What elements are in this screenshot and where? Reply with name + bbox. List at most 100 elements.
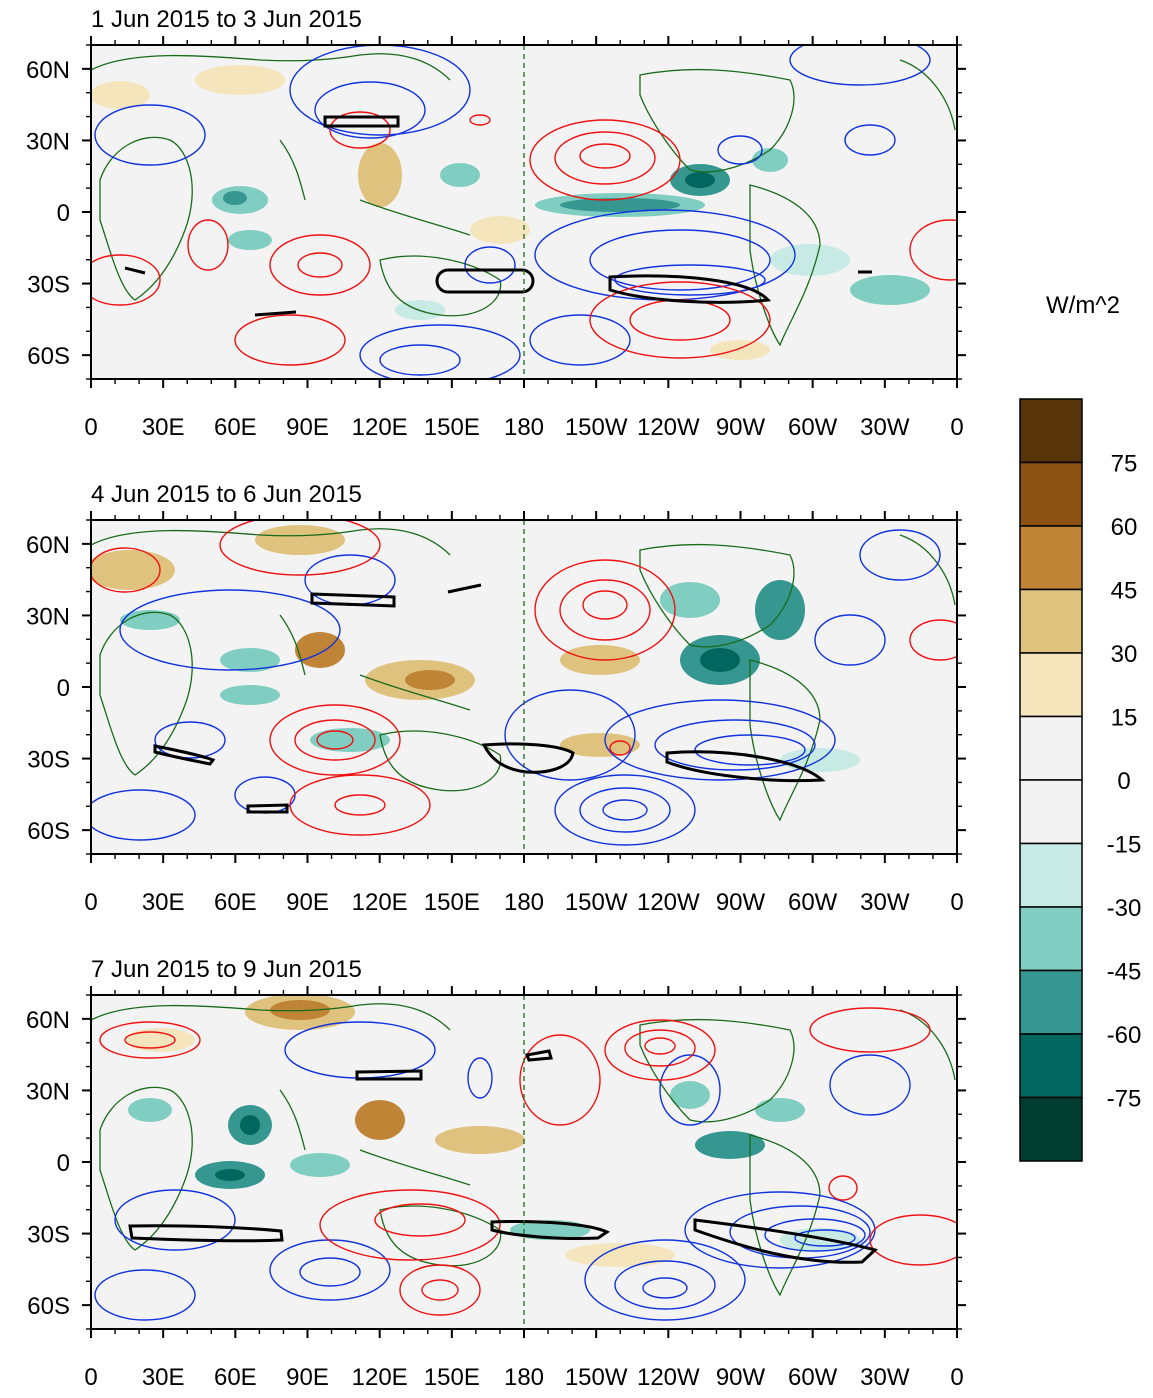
lon-tick-label: 0 bbox=[84, 414, 97, 441]
panel-1-shading bbox=[91, 65, 930, 360]
lon-tick-label: 120W bbox=[637, 414, 700, 441]
lat-tick-label: 0 bbox=[57, 675, 70, 702]
lon-tick-label: 120W bbox=[637, 1364, 700, 1391]
lon-tick-label: 150W bbox=[565, 414, 628, 441]
colorbar-tick-label: -75 bbox=[1107, 1086, 1142, 1113]
colorbar-box bbox=[1019, 779, 1083, 845]
colorbar-box bbox=[1019, 398, 1083, 464]
colorbar-box bbox=[1019, 906, 1083, 972]
lon-tick-label: 30E bbox=[142, 889, 185, 916]
panel-1-positive-contours bbox=[91, 111, 957, 366]
lat-tick-label: 30S bbox=[27, 272, 70, 299]
lon-tick-label: 60W bbox=[788, 889, 838, 916]
panel-3-title: 7 Jun 2015 to 9 Jun 2015 bbox=[91, 956, 362, 983]
panel-3-negative-contours bbox=[94, 1021, 911, 1321]
panel-3-lon-axis: 0 30E 60E 90E 120E 150E 180 150W 120W 90W 60W 30W 0 bbox=[84, 1364, 963, 1391]
lon-tick-label: 60E bbox=[214, 889, 257, 916]
lat-tick-label: 60N bbox=[26, 1007, 70, 1034]
colorbar-tick-label: 30 bbox=[1111, 641, 1138, 668]
panel-3-lat-axis: 60N 30N 0 30S 60S bbox=[26, 1007, 70, 1320]
lon-tick-label: 60W bbox=[788, 414, 838, 441]
lat-tick-label: 0 bbox=[57, 200, 70, 227]
lon-tick-label: 120E bbox=[352, 1364, 408, 1391]
panel-2-ticks bbox=[82, 511, 966, 863]
panel-3: 7 Jun 2015 to 9 Jun 2015 bbox=[26, 956, 966, 1391]
lon-tick-label: 120E bbox=[352, 889, 408, 916]
panel-2-positive-contours bbox=[91, 520, 957, 836]
lat-tick-label: 30N bbox=[26, 603, 70, 630]
colorbar-unit-label: W/m^2 bbox=[1046, 292, 1120, 319]
lon-tick-label: 90W bbox=[716, 1364, 766, 1391]
colorbar-tick-label: -30 bbox=[1107, 895, 1142, 922]
colorbar: W/m^2 75 60 45 30 15 0 -15 -30 -45 -60 -75 bbox=[1019, 292, 1142, 1162]
colorbar-tick-label: 45 bbox=[1111, 578, 1138, 605]
colorbar-box bbox=[1019, 525, 1083, 591]
panel-1-lon-axis: 0 30E 60E 90E 120E 150E 180 150W 120W 90W 60W 30W 0 bbox=[84, 414, 963, 441]
lon-tick-label: 90E bbox=[286, 889, 329, 916]
lat-tick-label: 60S bbox=[27, 343, 70, 370]
colorbar-box bbox=[1019, 715, 1083, 781]
colorbar-box bbox=[1019, 652, 1083, 718]
lon-tick-label: 0 bbox=[84, 889, 97, 916]
panel-1-lat-axis: 60N 30N 0 30S 60S bbox=[26, 57, 70, 370]
panel-1-zero-contours bbox=[124, 115, 872, 317]
colorbar-labels: 75 60 45 30 15 0 -15 -30 -45 -60 -75 bbox=[1107, 451, 1142, 1113]
panel-1-title: 1 Jun 2015 to 3 Jun 2015 bbox=[91, 6, 362, 33]
colorbar-tick-label: -15 bbox=[1107, 832, 1142, 859]
colorbar-box bbox=[1019, 842, 1083, 908]
lon-tick-label: 150E bbox=[424, 414, 480, 441]
lon-tick-label: 90W bbox=[716, 414, 766, 441]
lon-tick-label: 120E bbox=[352, 414, 408, 441]
lon-tick-label: 180 bbox=[504, 1364, 544, 1391]
lon-tick-label: 180 bbox=[504, 414, 544, 441]
colorbar-boxes bbox=[1019, 398, 1083, 1162]
panel-1-coastlines bbox=[91, 53, 956, 347]
lat-tick-label: 0 bbox=[57, 1150, 70, 1177]
lon-tick-label: 30W bbox=[860, 889, 910, 916]
lon-tick-label: 90W bbox=[716, 889, 766, 916]
lon-tick-label: 0 bbox=[84, 1364, 97, 1391]
panel-3-zero-contours bbox=[128, 1049, 879, 1264]
colorbar-tick-label: 0 bbox=[1117, 768, 1130, 795]
panel-1: 1 Jun 2015 to 3 Jun 2015 bbox=[26, 6, 966, 441]
panel-3-ticks bbox=[82, 986, 966, 1338]
panel-2-lat-axis: 60N 30N 0 30S 60S bbox=[26, 532, 70, 845]
panel-1-map bbox=[91, 45, 957, 379]
panel-2-map bbox=[91, 520, 957, 854]
lon-tick-label: 0 bbox=[950, 889, 963, 916]
lon-tick-label: 30E bbox=[142, 414, 185, 441]
lon-tick-label: 180 bbox=[504, 889, 544, 916]
lon-tick-label: 90E bbox=[286, 414, 329, 441]
panel-1-ticks bbox=[82, 36, 966, 388]
lon-tick-label: 60E bbox=[214, 1364, 257, 1391]
panel-1-negative-contours bbox=[94, 45, 931, 379]
lon-tick-label: 90E bbox=[286, 1364, 329, 1391]
colorbar-box bbox=[1019, 588, 1083, 654]
panel-2: 4 Jun 2015 to 6 Jun 2015 bbox=[26, 481, 966, 916]
colorbar-box bbox=[1019, 1033, 1083, 1099]
lat-tick-label: 30S bbox=[27, 747, 70, 774]
colorbar-box bbox=[1019, 461, 1083, 527]
panel-3-map bbox=[91, 995, 957, 1329]
lon-tick-label: 60W bbox=[788, 1364, 838, 1391]
colorbar-tick-label: 60 bbox=[1111, 514, 1138, 541]
lat-tick-label: 30S bbox=[27, 1222, 70, 1249]
lon-tick-label: 150W bbox=[565, 889, 628, 916]
panel-2-lon-axis: 0 30E 60E 90E 120E 150E 180 150W 120W 90W 60W 30W 0 bbox=[84, 889, 963, 916]
lon-tick-label: 0 bbox=[950, 1364, 963, 1391]
lon-tick-label: 30W bbox=[860, 1364, 910, 1391]
lon-tick-label: 60E bbox=[214, 414, 257, 441]
lon-tick-label: 120W bbox=[637, 889, 700, 916]
colorbar-tick-label: 75 bbox=[1111, 451, 1138, 478]
lon-tick-label: 30W bbox=[860, 414, 910, 441]
lat-tick-label: 60S bbox=[27, 818, 70, 845]
colorbar-box bbox=[1019, 1096, 1083, 1162]
lon-tick-label: 150E bbox=[424, 889, 480, 916]
colorbar-box bbox=[1019, 969, 1083, 1035]
lat-tick-label: 30N bbox=[26, 1078, 70, 1105]
lon-tick-label: 30E bbox=[142, 1364, 185, 1391]
panel-2-zero-contours bbox=[153, 583, 826, 814]
panel-2-title: 4 Jun 2015 to 6 Jun 2015 bbox=[91, 481, 362, 508]
lat-tick-label: 60S bbox=[27, 1293, 70, 1320]
